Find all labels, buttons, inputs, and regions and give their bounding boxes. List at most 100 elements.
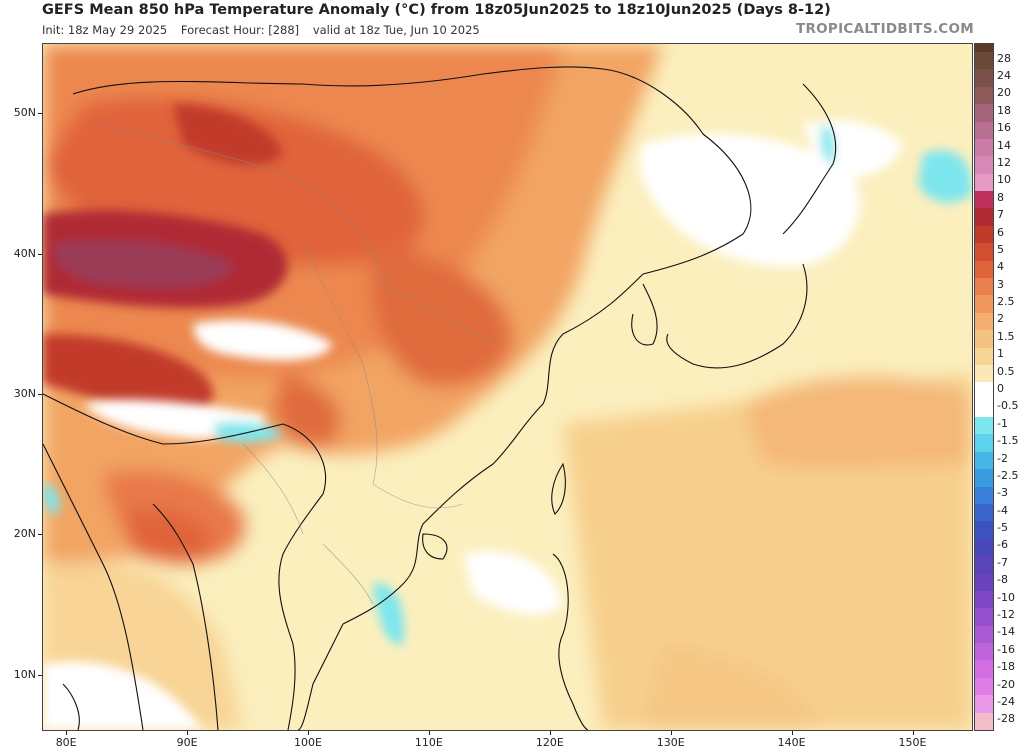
colorbar-label: -0.5 bbox=[997, 399, 1019, 413]
colorbar-segment bbox=[975, 156, 993, 175]
longitude-label: 140E bbox=[777, 736, 806, 749]
colorbar-label: -8 bbox=[997, 573, 1008, 587]
colorbar-label: 20 bbox=[997, 86, 1011, 100]
colorbar-segment bbox=[975, 86, 993, 105]
colorbar-segment bbox=[975, 486, 993, 505]
colorbar-segment bbox=[975, 330, 993, 349]
colorbar-label: -3 bbox=[997, 486, 1008, 500]
colorbar-label: -12 bbox=[997, 608, 1015, 621]
colorbar-segment bbox=[975, 573, 993, 592]
colorbar-segment bbox=[975, 191, 993, 209]
colorbar-label: -16 bbox=[997, 642, 1015, 656]
colorbar-label: 1.5 bbox=[997, 329, 1015, 343]
valid-time: valid at 18z Tue, Jun 10 2025 bbox=[312, 23, 480, 37]
latitude-label: 20N bbox=[13, 527, 36, 541]
latitude-tick bbox=[38, 674, 42, 676]
colorbar-label: 24 bbox=[997, 69, 1011, 83]
longitude-label: 100E bbox=[294, 736, 322, 749]
colorbar-label: 8 bbox=[997, 190, 1004, 204]
longitude-tick bbox=[66, 731, 68, 735]
colorbar-label: -10 bbox=[997, 590, 1015, 604]
anomaly-map-canvas bbox=[43, 44, 972, 730]
longitude-label: 130E bbox=[656, 736, 685, 749]
init-time: Init: 18z May 29 2025 bbox=[42, 23, 168, 37]
map-title: GEFS Mean 850 hPa Temperature Anomaly (°… bbox=[42, 2, 831, 18]
colorbar-label: 28 bbox=[997, 51, 1011, 65]
colorbar-segment bbox=[975, 295, 993, 314]
longitude-label: 80E bbox=[55, 736, 77, 749]
longitude-label: 150E bbox=[898, 736, 927, 749]
colorbar-segment bbox=[975, 399, 993, 418]
colorbar-label: 3 bbox=[997, 277, 1004, 291]
latitude-tick bbox=[38, 253, 42, 255]
colorbar-segment bbox=[975, 208, 993, 227]
colorbar-label: -14 bbox=[997, 625, 1015, 639]
longitude-tick bbox=[912, 731, 914, 735]
latitude-label: 30N bbox=[13, 387, 36, 401]
latitude-tick bbox=[38, 534, 42, 536]
colorbar-label: 5 bbox=[997, 242, 1004, 256]
longitude-tick bbox=[187, 731, 189, 735]
colorbar-segment bbox=[975, 556, 993, 575]
colorbar-segment bbox=[975, 521, 993, 540]
colorbar-segment bbox=[975, 104, 993, 123]
longitude-tick bbox=[670, 731, 672, 735]
longitude-label: 110E bbox=[414, 736, 443, 749]
colorbar-segment bbox=[975, 504, 993, 522]
colorbar-segment bbox=[975, 52, 993, 70]
anomaly-map bbox=[42, 43, 973, 731]
site-watermark: TROPICALTIDBITS.COM bbox=[795, 21, 974, 37]
map-subtitle: Init: 18z May 29 2025 Forecast Hour: [28… bbox=[42, 23, 490, 37]
colorbar-segment bbox=[975, 451, 993, 470]
colorbar-segment bbox=[975, 469, 993, 488]
colorbar-segment bbox=[975, 382, 993, 401]
colorbar-segment bbox=[975, 434, 993, 453]
latitude-tick bbox=[38, 113, 42, 115]
colorbar-label: -2 bbox=[997, 451, 1008, 465]
colorbar-segment bbox=[975, 712, 993, 731]
colorbar-segment bbox=[975, 417, 993, 435]
colorbar-label: 12 bbox=[997, 156, 1011, 169]
colorbar-segment bbox=[975, 312, 993, 331]
colorbar-label: 16 bbox=[997, 121, 1011, 135]
map-header: GEFS Mean 850 hPa Temperature Anomaly (°… bbox=[0, 0, 1024, 44]
colorbar-label: -1 bbox=[997, 416, 1008, 430]
colorbar-label: -28 bbox=[997, 712, 1015, 726]
colorbar-label: -18 bbox=[997, 660, 1015, 674]
colorbar-label: 14 bbox=[997, 138, 1011, 152]
longitude-label: 90E bbox=[176, 736, 198, 749]
colorbar-label: -5 bbox=[997, 521, 1008, 535]
colorbar-segment bbox=[975, 121, 993, 140]
colorbar-segment bbox=[975, 225, 993, 244]
colorbar-label: 7 bbox=[997, 208, 1004, 222]
colorbar-label: 18 bbox=[997, 103, 1011, 117]
longitude-label: 120E bbox=[535, 736, 564, 749]
colorbar-label: 0.5 bbox=[997, 364, 1015, 378]
colorbar-segment bbox=[975, 364, 993, 383]
colorbar-label: 6 bbox=[997, 225, 1004, 239]
colorbar-segment bbox=[975, 173, 993, 192]
longitude-tick bbox=[428, 731, 430, 735]
longitude-tick bbox=[549, 731, 551, 735]
colorbar-label: 1 bbox=[997, 347, 1004, 361]
colorbar-segment bbox=[975, 643, 993, 661]
colorbar-segment bbox=[975, 69, 993, 88]
forecast-hour: Forecast Hour: [288] bbox=[180, 23, 300, 37]
colorbar-label: 4 bbox=[997, 260, 1004, 274]
colorbar-label: -4 bbox=[997, 503, 1008, 517]
colorbar-segment bbox=[975, 608, 993, 627]
colorbar-label: -20 bbox=[997, 677, 1015, 691]
colorbar-label: -2.5 bbox=[997, 468, 1019, 482]
colorbar-segment bbox=[975, 695, 993, 714]
anomaly-colorbar bbox=[974, 43, 994, 731]
colorbar-segment bbox=[975, 660, 993, 679]
colorbar-segment bbox=[975, 138, 993, 157]
colorbar-label: -6 bbox=[997, 538, 1008, 552]
colorbar-label: 2.5 bbox=[997, 295, 1015, 309]
colorbar-cap bbox=[975, 44, 993, 52]
colorbar-label: 2 bbox=[997, 312, 1004, 326]
longitude-tick bbox=[791, 731, 793, 735]
colorbar-segment bbox=[975, 590, 993, 609]
colorbar-segment bbox=[975, 538, 993, 557]
colorbar-label: -24 bbox=[997, 694, 1015, 708]
